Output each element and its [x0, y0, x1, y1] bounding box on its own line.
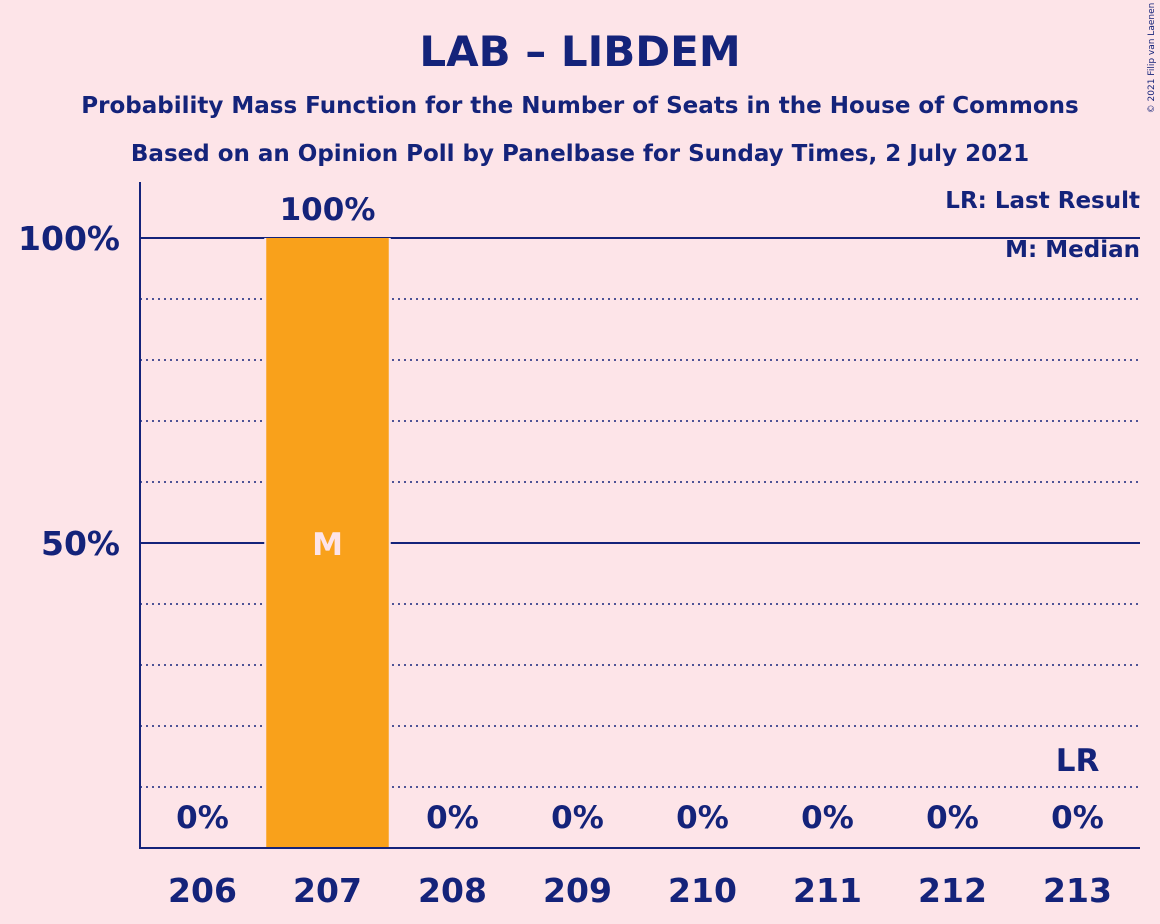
- bars: [264, 238, 391, 848]
- x-tick-label-208: 208: [418, 871, 487, 910]
- x-tick-label-211: 211: [793, 871, 862, 910]
- x-tick-label-212: 212: [918, 871, 987, 910]
- chart-title: LAB – LIBDEM: [419, 27, 740, 76]
- legend-last-result: LR: Last Result: [945, 188, 1140, 214]
- value-label-208: 0%: [426, 800, 479, 836]
- axes: [139, 182, 1140, 849]
- bar-207: [266, 238, 389, 848]
- value-label-213: 0%: [1051, 800, 1104, 836]
- value-label-207: 100%: [280, 192, 376, 228]
- value-label-211: 0%: [801, 800, 854, 836]
- grid: [140, 237, 1140, 788]
- value-label-206: 0%: [176, 800, 229, 836]
- value-label-209: 0%: [551, 800, 604, 836]
- x-tick-label-207: 207: [293, 871, 362, 910]
- x-tick-label-210: 210: [668, 871, 737, 910]
- value-label-210: 0%: [676, 800, 729, 836]
- labels: 50% 100% 206 0% 207 100% M 208 0% 209 0% 210 0% 211 0%…: [18, 192, 1112, 910]
- chart-subtitle: Probability Mass Function for the Number…: [81, 93, 1078, 119]
- x-tick-label-209: 209: [543, 871, 612, 910]
- copyright: © 2021 Filip van Laenen: [1147, 3, 1157, 114]
- x-tick-label-206: 206: [168, 871, 237, 910]
- value-label-212: 0%: [926, 800, 979, 836]
- y-tick-label-50: 50%: [41, 524, 120, 563]
- y-tick-label-100: 100%: [18, 219, 120, 258]
- last-result-marker: LR: [1056, 743, 1100, 779]
- x-tick-label-213: 213: [1043, 871, 1112, 910]
- chart-source: Based on an Opinion Poll by Panelbase fo…: [131, 141, 1029, 167]
- median-marker: M: [312, 527, 343, 563]
- legend-median: M: Median: [1005, 237, 1140, 263]
